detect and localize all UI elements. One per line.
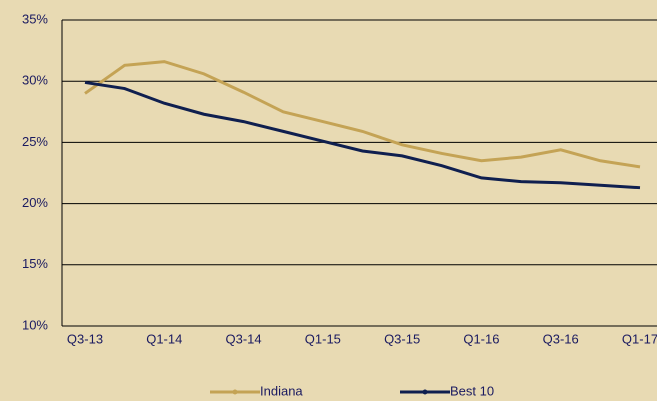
y-tick-label: 15% [22, 256, 48, 271]
series-line [84, 60, 641, 169]
legend-marker [422, 389, 428, 395]
series-line [84, 80, 641, 190]
x-tick-label: Q3-15 [384, 331, 420, 346]
x-tick-label: Q3-16 [543, 331, 579, 346]
x-tick-label: Q1-15 [305, 331, 341, 346]
y-tick-label: 35% [22, 11, 48, 26]
y-tick-label: 30% [22, 73, 48, 88]
x-tick-label: Q1-16 [463, 331, 499, 346]
legend-label: Indiana [260, 383, 303, 398]
legend-label: Best 10 [450, 383, 494, 398]
y-tick-label: 10% [22, 317, 48, 332]
x-tick-label: Q1-14 [146, 331, 182, 346]
y-tick-label: 25% [22, 134, 48, 149]
y-tick-label: 20% [22, 195, 48, 210]
x-tick-label: Q3-13 [67, 331, 103, 346]
legend-marker [232, 389, 238, 395]
x-tick-label: Q1-17 [622, 331, 657, 346]
x-tick-label: Q3-14 [226, 331, 262, 346]
